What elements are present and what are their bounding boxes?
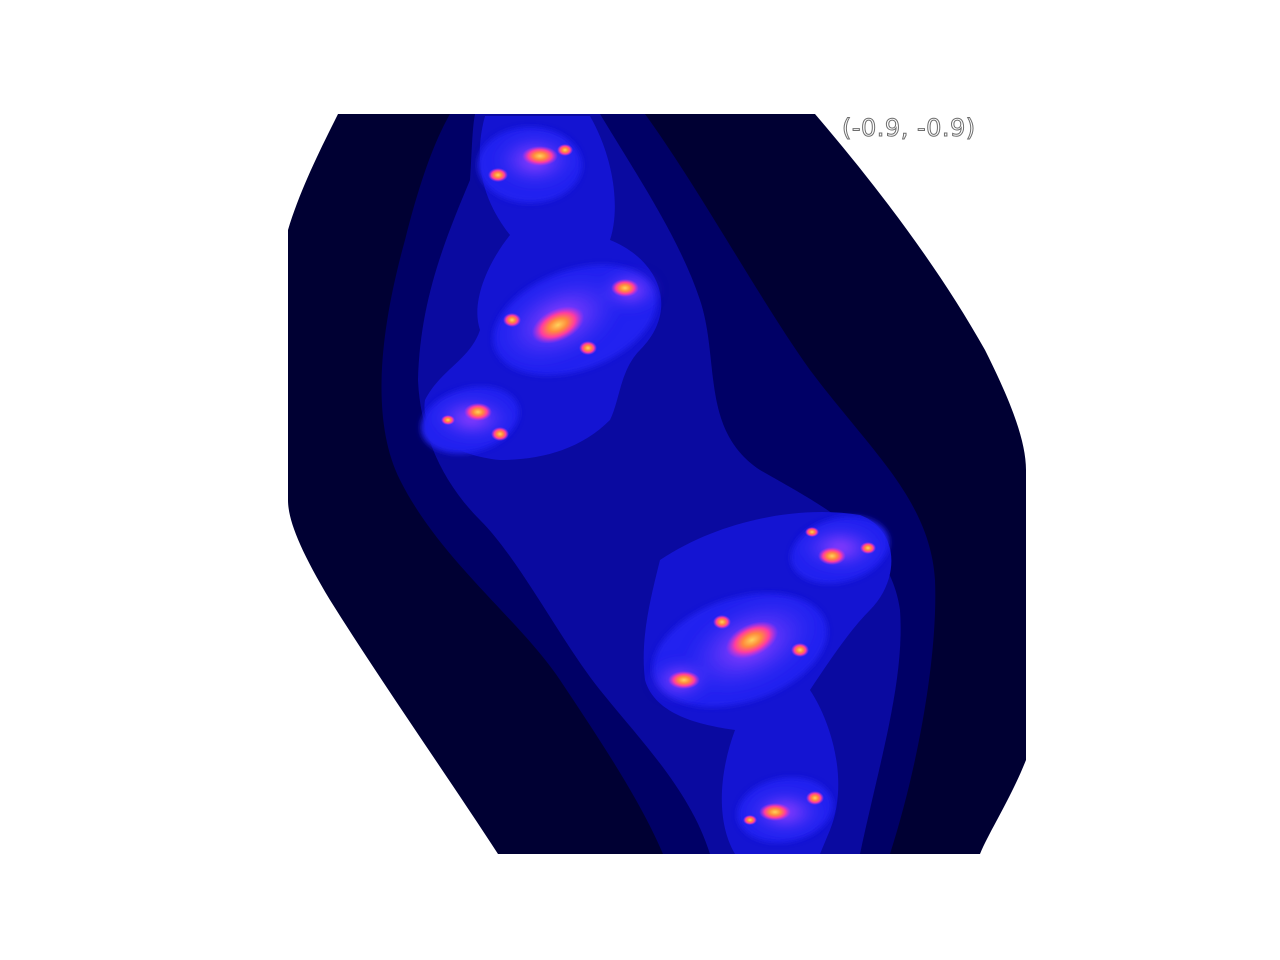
julia-set-cores — [441, 144, 876, 825]
coordinate-readout: (-0.9, -0.9) — [842, 114, 976, 143]
